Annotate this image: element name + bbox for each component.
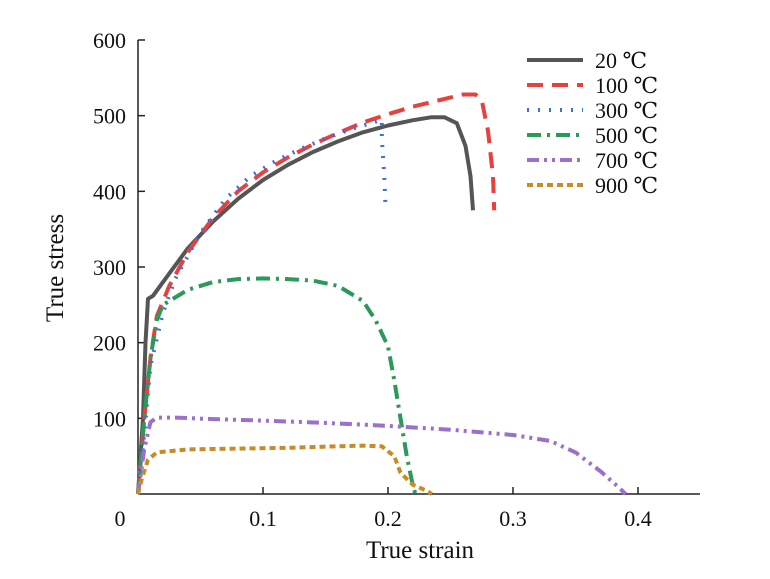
legend-label: 300 ℃ bbox=[595, 98, 658, 123]
x-tick-label: 0.1 bbox=[249, 506, 277, 531]
y-tick-label: 100 bbox=[93, 406, 126, 431]
series-line bbox=[136, 117, 388, 495]
series-layer bbox=[136, 92, 627, 496]
y-tick-label: 400 bbox=[93, 179, 126, 204]
legend-label: 700 ℃ bbox=[595, 148, 658, 173]
y-tick-label: 200 bbox=[93, 331, 126, 356]
series-line bbox=[136, 276, 418, 495]
x-tick-label: 0.3 bbox=[499, 506, 527, 531]
y-tick-label: 300 bbox=[93, 255, 126, 280]
y-axis-title: True stress bbox=[42, 214, 69, 322]
x-tick-label: 0.4 bbox=[624, 506, 652, 531]
x-ticks: 0.1 0.2 0.3 0.4 bbox=[137, 487, 652, 531]
series-line bbox=[136, 443, 433, 496]
series-line bbox=[136, 92, 497, 495]
y-ticks: 100 200 300 400 500 600 bbox=[93, 28, 145, 431]
legend-label: 900 ℃ bbox=[595, 173, 658, 198]
y-tick-label: 600 bbox=[93, 28, 126, 53]
legend-label: 500 ℃ bbox=[595, 123, 658, 148]
series-line bbox=[136, 415, 627, 496]
legend-label: 20 ℃ bbox=[595, 48, 647, 73]
series-line bbox=[136, 115, 475, 495]
legend-label: 100 ℃ bbox=[595, 73, 658, 98]
x-tick-label: 0.2 bbox=[374, 506, 402, 531]
y-tick-label: 500 bbox=[93, 104, 126, 129]
origin-label: 0 bbox=[115, 506, 126, 531]
x-axis-title: True strain bbox=[366, 537, 475, 564]
